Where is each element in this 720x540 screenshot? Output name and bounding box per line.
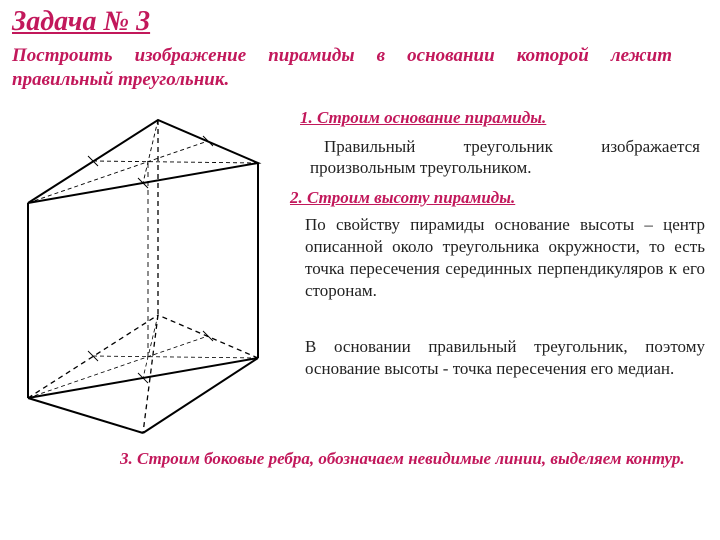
step1-body: Правильный треугольник изображается прои… (310, 136, 700, 179)
problem-title: Задача № 3 (12, 6, 150, 38)
pyramid-diagram (8, 108, 278, 438)
step3-text: 3. Строим боковые ребра, обозначаем неви… (120, 448, 705, 471)
problem-statement: Построить изображение пирамиды в основан… (12, 44, 672, 92)
step1-heading: 1. Строим основание пирамиды. (300, 108, 546, 128)
step2-body1: По свойству пирамиды основание высоты – … (305, 214, 705, 302)
step2-heading: 2. Строим высоту пирамиды. (290, 188, 515, 208)
step2-body2: В основании правильный треугольник, поэт… (305, 336, 705, 380)
